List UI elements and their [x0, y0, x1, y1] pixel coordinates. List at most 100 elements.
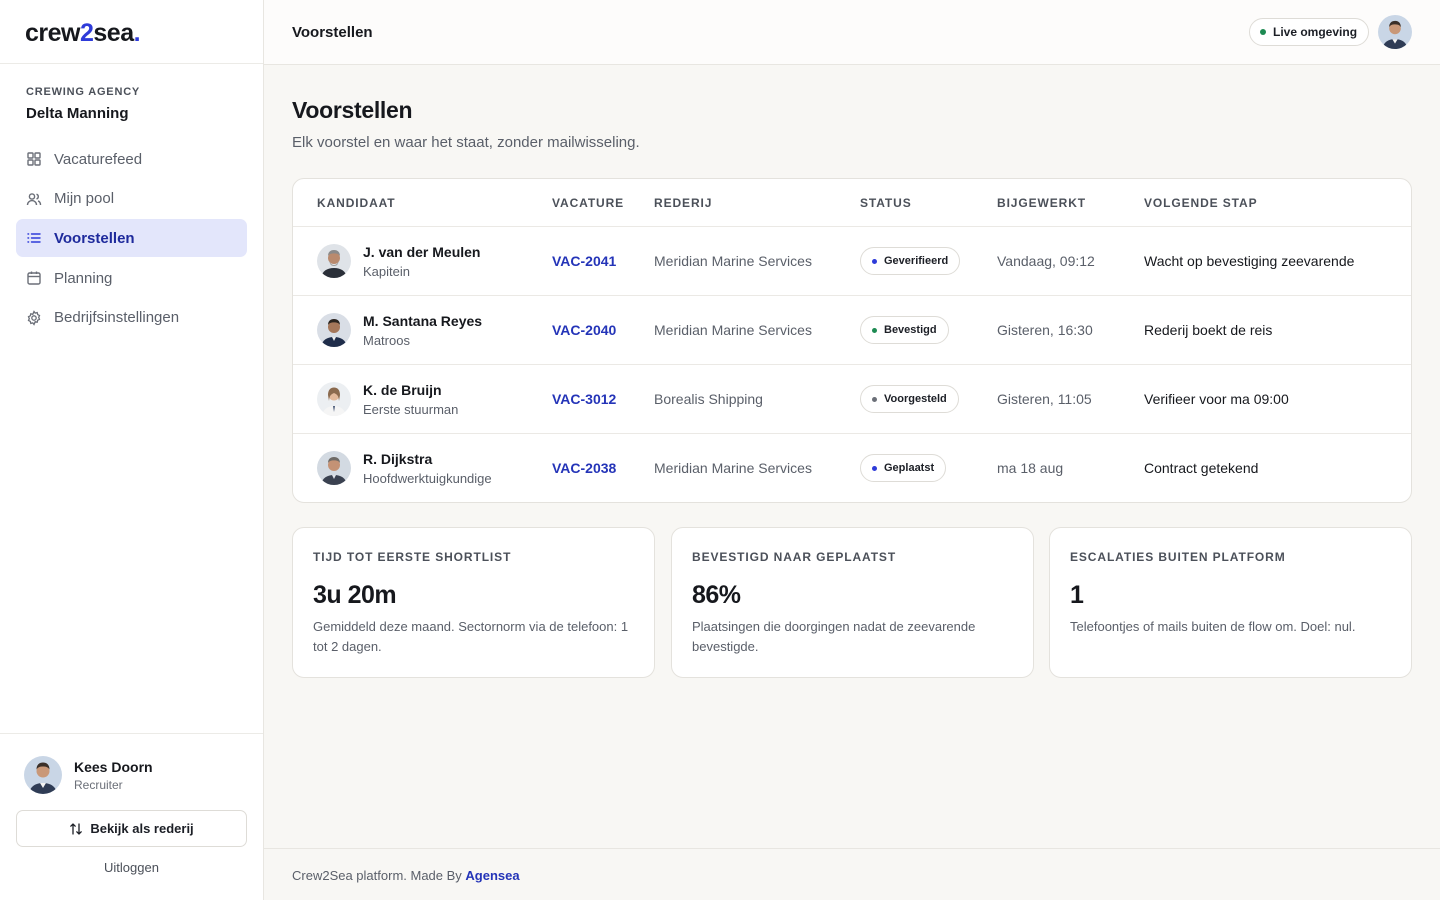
- stat-description: Telefoontjes of mails buiten de flow om.…: [1070, 619, 1356, 634]
- candidate-name: K. de Bruijn: [363, 382, 442, 398]
- status-label: Bevestigd: [884, 324, 937, 336]
- environment-label: Live omgeving: [1273, 25, 1358, 39]
- stat-label: BEVESTIGD NAAR GEPLAATST: [692, 550, 897, 564]
- table-header-divider: [293, 226, 1411, 227]
- row-divider: [293, 433, 1411, 434]
- candidate-avatar: [317, 382, 351, 416]
- vacancy-link[interactable]: VAC-2041: [552, 253, 617, 269]
- status-dot-icon: [872, 396, 877, 402]
- logout-link[interactable]: Uitloggen: [104, 860, 159, 875]
- sidebar-item-label: Bedrijfsinstellingen: [54, 309, 180, 327]
- status-badge: Geverifieerd: [860, 247, 961, 275]
- column-header-vacancy[interactable]: VACATURE: [552, 196, 625, 210]
- candidate-avatar: [317, 244, 351, 278]
- candidate-name: M. Santana Reyes: [363, 313, 483, 329]
- sidebar-item-label: Voorstellen: [54, 229, 135, 247]
- status-dot-icon: [872, 327, 877, 333]
- gear-icon: [26, 309, 42, 326]
- sidebar-item-label: Vacaturefeed: [54, 150, 143, 168]
- agency-label: CREWING AGENCY: [26, 86, 141, 98]
- candidate-name: J. van der Meulen: [363, 244, 481, 260]
- candidate-avatar: [317, 451, 351, 485]
- updated-time: Gisteren, 16:30: [997, 322, 1093, 338]
- calendar-icon: [26, 270, 42, 286]
- stat-value: 3u 20m: [313, 581, 397, 609]
- sidebar: crew2sea. CREWING AGENCY Delta Manning V…: [0, 0, 264, 900]
- sidebar-divider: [0, 63, 263, 64]
- stat-label: TIJD TOT EERSTE SHORTLIST: [313, 550, 512, 564]
- swap-arrows-icon: [70, 822, 83, 835]
- status-dot-icon: [872, 258, 877, 264]
- user-role: Recruiter: [74, 777, 123, 792]
- candidate-role: Matroos: [363, 333, 410, 348]
- agensea-link[interactable]: Agensea: [465, 868, 520, 883]
- stat-value: 86%: [692, 581, 741, 609]
- avatar: [24, 756, 62, 794]
- status-label: Geverifieerd: [884, 255, 949, 267]
- top-header: Voorstellen Live omgeving: [264, 0, 1440, 65]
- stat-description: Plaatsingen die doorgingen nadat de zeev…: [692, 619, 976, 654]
- table-row[interactable]: K. de Bruijn Eerste stuurman VAC-3012 Bo…: [293, 365, 1411, 434]
- table-row[interactable]: J. van der Meulen Kapitein VAC-2041 Meri…: [293, 227, 1411, 296]
- next-step: Wacht op bevestiging zeevarende: [1144, 253, 1355, 269]
- header-title: Voorstellen: [292, 24, 373, 41]
- users-icon: [26, 191, 42, 207]
- stat-description: Gemiddeld deze maand. Sectornorm via de …: [313, 619, 629, 654]
- page-title: Voorstellen: [292, 97, 413, 123]
- header-avatar[interactable]: [1378, 15, 1412, 49]
- stat-card-escalations: ESCALATIES BUITEN PLATFORM 1 Telefoontje…: [1049, 527, 1412, 678]
- page-subtitle: Elk voorstel en waar het staat, zonder m…: [292, 134, 640, 151]
- column-header-shipowner[interactable]: REDERIJ: [654, 196, 713, 210]
- status-label: Geplaatst: [884, 462, 935, 474]
- sidebar-item-planning[interactable]: Planning: [16, 259, 247, 297]
- sidebar-item-label: Mijn pool: [54, 190, 115, 208]
- page-footer: Crew2Sea platform. Made By Agensea: [264, 848, 1440, 900]
- crew2sea-logo[interactable]: crew2sea.: [25, 19, 141, 47]
- sidebar-item-voorstellen[interactable]: Voorstellen: [16, 219, 247, 258]
- sidebar-item-label: Planning: [54, 269, 113, 287]
- vacancy-link[interactable]: VAC-3012: [552, 391, 617, 407]
- updated-time: Gisteren, 11:05: [997, 391, 1092, 407]
- candidate-role: Kapitein: [363, 264, 410, 279]
- table-row[interactable]: R. Dijkstra Hoofdwerktuigkundige VAC-203…: [293, 434, 1411, 502]
- row-divider: [293, 364, 1411, 365]
- shipowner-name: Meridian Marine Services: [654, 322, 812, 338]
- vacancy-link[interactable]: VAC-2040: [552, 322, 617, 338]
- sidebar-item-bedrijfsinstellingen[interactable]: Bedrijfsinstellingen: [16, 299, 247, 337]
- shipowner-name: Meridian Marine Services: [654, 460, 812, 476]
- table-row[interactable]: M. Santana Reyes Matroos VAC-2040 Meridi…: [293, 296, 1411, 365]
- candidate-role: Eerste stuurman: [363, 402, 459, 417]
- sidebar-item-vacaturefeed[interactable]: Vacaturefeed: [16, 140, 247, 178]
- user-profile: Kees Doorn Recruiter: [24, 756, 153, 794]
- user-name: Kees Doorn: [74, 758, 153, 775]
- column-header-status[interactable]: STATUS: [860, 196, 912, 210]
- status-dot-icon: [872, 465, 877, 471]
- sidebar-divider: [0, 733, 263, 734]
- status-label: Voorgesteld: [884, 393, 947, 405]
- shipowner-name: Borealis Shipping: [654, 391, 763, 407]
- shipowner-name: Meridian Marine Services: [654, 253, 812, 269]
- stat-label: ESCALATIES BUITEN PLATFORM: [1070, 550, 1286, 564]
- column-header-candidate[interactable]: KANDIDAAT: [317, 196, 396, 210]
- vacancy-link[interactable]: VAC-2038: [552, 460, 617, 476]
- row-divider: [293, 295, 1411, 296]
- status-badge: Bevestigd: [860, 316, 949, 344]
- footer-label: Crew2Sea platform. Made By: [292, 868, 466, 883]
- candidate-role: Hoofdwerktuigkundige: [363, 471, 492, 486]
- environment-badge: Live omgeving: [1249, 18, 1370, 46]
- footer-text: Crew2Sea platform. Made By Agensea: [292, 868, 520, 883]
- next-step: Verifieer voor ma 09:00: [1144, 391, 1289, 407]
- sidebar-nav: Vacaturefeed Mijn pool Voorstellen Plann…: [16, 140, 247, 338]
- column-header-next-step[interactable]: VOLGENDE STAP: [1144, 196, 1258, 210]
- status-badge: Voorgesteld: [860, 385, 959, 413]
- status-dot-icon: [1260, 29, 1266, 35]
- candidate-name: R. Dijkstra: [363, 451, 433, 467]
- column-header-updated[interactable]: BIJGEWERKT: [997, 196, 1087, 210]
- view-as-shipowner-button[interactable]: Bekijk als rederij: [16, 810, 247, 847]
- view-as-shipowner-label: Bekijk als rederij: [90, 821, 194, 836]
- candidate-avatar: [317, 313, 351, 347]
- updated-time: Vandaag, 09:12: [997, 253, 1095, 269]
- next-step: Rederij boekt de reis: [1144, 322, 1273, 338]
- sidebar-item-mijn-pool[interactable]: Mijn pool: [16, 180, 247, 218]
- proposals-table: KANDIDAAT VACATURE REDERIJ STATUS BIJGEW…: [292, 178, 1412, 503]
